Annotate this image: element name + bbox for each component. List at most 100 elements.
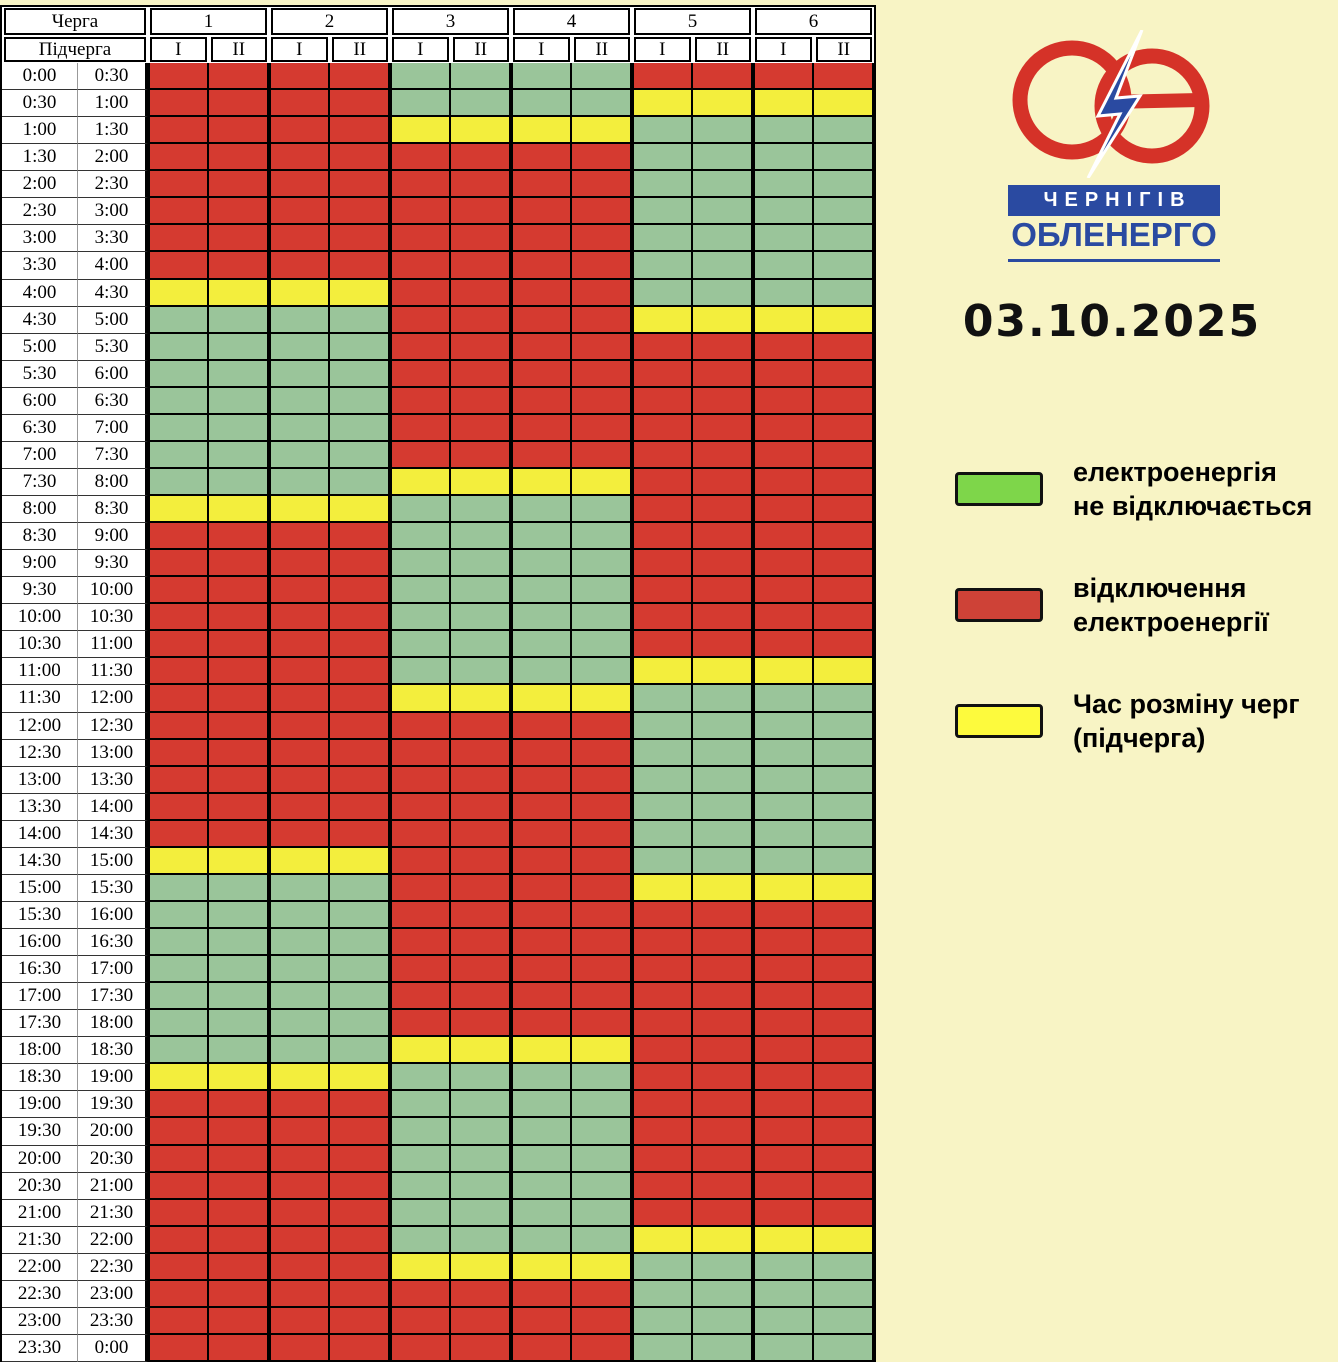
time-end-label: 5:00 — [78, 306, 148, 334]
schedule-cell — [511, 1280, 572, 1308]
schedule-cell — [813, 360, 874, 388]
schedule-cell — [208, 847, 269, 875]
schedule-cell — [511, 1307, 572, 1335]
schedule-cell — [329, 90, 390, 118]
schedule-cell — [632, 1253, 693, 1281]
schedule-cell — [632, 685, 693, 713]
schedule-cell — [511, 306, 572, 334]
subqueue-header-1-I: I — [148, 36, 209, 63]
schedule-cell — [208, 1145, 269, 1173]
schedule-cell — [571, 1145, 632, 1173]
time-start-label: 9:30 — [2, 577, 78, 605]
schedule-cell — [450, 983, 511, 1011]
schedule-cell — [390, 333, 451, 361]
schedule-cell — [329, 171, 390, 199]
schedule-cell — [632, 577, 693, 605]
schedule-cell — [329, 1118, 390, 1146]
schedule-cell — [571, 604, 632, 632]
time-start-label: 18:30 — [2, 1064, 78, 1092]
schedule-cell — [148, 604, 209, 632]
subqueue-header-3-I-label: I — [392, 37, 449, 62]
schedule-cell — [148, 144, 209, 172]
schedule-cell — [148, 414, 209, 442]
schedule-cell — [450, 1253, 511, 1281]
schedule-cell — [148, 333, 209, 361]
schedule-cell — [208, 414, 269, 442]
time-end-label: 4:30 — [78, 279, 148, 307]
schedule-cell — [208, 63, 269, 91]
time-end-label: 17:30 — [78, 983, 148, 1011]
schedule-cell — [632, 1307, 693, 1335]
schedule-cell — [813, 414, 874, 442]
schedule-cell — [450, 117, 511, 145]
time-start-label: 12:00 — [2, 712, 78, 740]
schedule-cell — [571, 631, 632, 659]
schedule-cell — [813, 171, 874, 199]
schedule-cell — [692, 225, 753, 253]
schedule-cell — [208, 1118, 269, 1146]
time-start-label: 13:00 — [2, 766, 78, 794]
schedule-cell — [269, 1199, 330, 1227]
schedule-cell — [329, 901, 390, 929]
schedule-cell — [269, 279, 330, 307]
schedule-cell — [148, 1118, 209, 1146]
schedule-cell — [329, 983, 390, 1011]
schedule-cell — [148, 577, 209, 605]
schedule-cell — [269, 820, 330, 848]
schedule-cell — [571, 441, 632, 469]
schedule-cell — [450, 252, 511, 280]
schedule-cell — [208, 144, 269, 172]
schedule-cell — [511, 901, 572, 929]
schedule-cell — [269, 225, 330, 253]
schedule-cell — [329, 306, 390, 334]
schedule-cell — [813, 577, 874, 605]
schedule-cell — [813, 523, 874, 551]
schedule-cell — [208, 333, 269, 361]
schedule-cell — [571, 577, 632, 605]
schedule-cell — [390, 1199, 451, 1227]
schedule-cell — [571, 712, 632, 740]
time-start-label: 21:30 — [2, 1226, 78, 1254]
schedule-cell — [329, 685, 390, 713]
schedule-cell — [571, 1010, 632, 1038]
legend-item-outage: відключення електроенергії — [955, 571, 1325, 639]
legend: електроенергія не відключається відключе… — [955, 455, 1325, 803]
time-end-label: 20:30 — [78, 1145, 148, 1173]
schedule-cell — [329, 793, 390, 821]
schedule-cell — [692, 1091, 753, 1119]
legend-item-power-on: електроенергія не відключається — [955, 455, 1325, 523]
schedule-cell — [148, 929, 209, 957]
time-start-label: 20:30 — [2, 1172, 78, 1200]
schedule-cell — [390, 279, 451, 307]
schedule-cell — [329, 468, 390, 496]
schedule-cell — [632, 387, 693, 415]
time-end-label: 23:00 — [78, 1280, 148, 1308]
time-end-label: 0:30 — [78, 63, 148, 91]
time-start-label: 3:30 — [2, 252, 78, 280]
time-end-label: 7:00 — [78, 414, 148, 442]
schedule-cell — [148, 387, 209, 415]
time-start-label: 23:00 — [2, 1307, 78, 1335]
schedule-cell — [571, 306, 632, 334]
schedule-cell — [269, 441, 330, 469]
schedule-cell — [269, 523, 330, 551]
schedule-cell — [390, 1307, 451, 1335]
schedule-cell — [632, 956, 693, 984]
schedule-cell — [148, 1091, 209, 1119]
schedule-cell — [753, 279, 814, 307]
time-start-label: 5:00 — [2, 333, 78, 361]
schedule-cell — [329, 1253, 390, 1281]
schedule-cell — [692, 523, 753, 551]
schedule-cell — [753, 523, 814, 551]
schedule-cell — [571, 847, 632, 875]
schedule-cell — [269, 1037, 330, 1065]
schedule-cell — [753, 631, 814, 659]
schedule-cell — [148, 766, 209, 794]
schedule-cell — [632, 90, 693, 118]
queue-header-6-label: 6 — [755, 8, 872, 35]
schedule-cell — [511, 550, 572, 578]
queue-header-3: 3 — [390, 7, 511, 36]
schedule-cell — [390, 63, 451, 91]
schedule-cell — [632, 333, 693, 361]
schedule-cell — [511, 685, 572, 713]
